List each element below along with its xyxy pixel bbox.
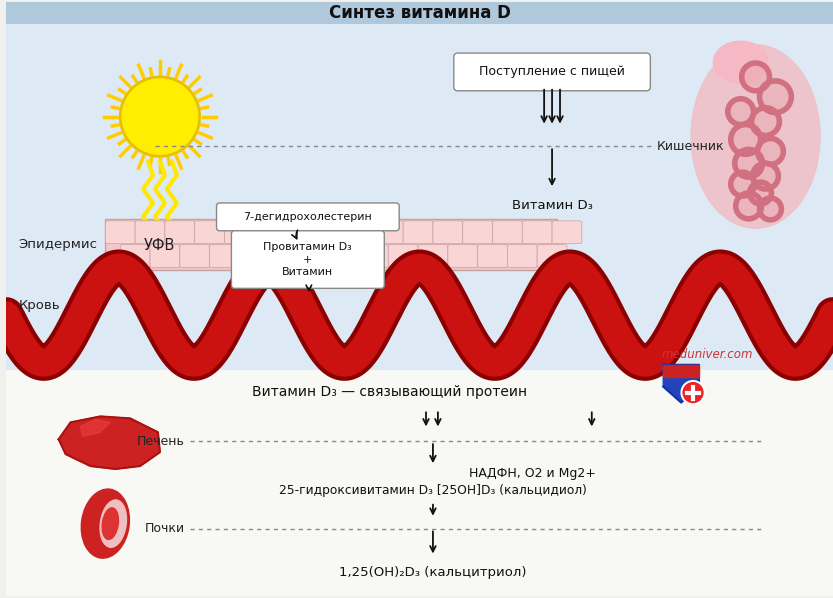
- Circle shape: [750, 182, 771, 204]
- Text: Эпидермис: Эпидермис: [18, 238, 97, 251]
- FancyBboxPatch shape: [358, 245, 388, 267]
- FancyBboxPatch shape: [254, 221, 284, 243]
- Text: 7-дегидрохолестерин: 7-дегидрохолестерин: [243, 212, 372, 222]
- FancyBboxPatch shape: [105, 221, 135, 243]
- Text: 25-гидроксивитамин D₃ [25OH]D₃ (кальцидиол): 25-гидроксивитамин D₃ [25OH]D₃ (кальциди…: [279, 484, 587, 498]
- FancyBboxPatch shape: [105, 219, 557, 270]
- Text: Витамин D₃: Витамин D₃: [511, 199, 592, 212]
- Text: Кишечник: Кишечник: [656, 140, 724, 153]
- FancyBboxPatch shape: [329, 245, 358, 267]
- FancyBboxPatch shape: [224, 221, 254, 243]
- Circle shape: [731, 172, 755, 196]
- Circle shape: [735, 150, 762, 177]
- FancyBboxPatch shape: [433, 221, 462, 243]
- Ellipse shape: [102, 508, 118, 539]
- FancyBboxPatch shape: [537, 245, 567, 267]
- FancyBboxPatch shape: [284, 221, 314, 243]
- Circle shape: [728, 99, 754, 124]
- FancyBboxPatch shape: [232, 231, 384, 288]
- Circle shape: [741, 63, 770, 91]
- FancyBboxPatch shape: [477, 245, 507, 267]
- FancyBboxPatch shape: [217, 203, 399, 231]
- Circle shape: [760, 198, 781, 220]
- Circle shape: [681, 381, 705, 404]
- Text: 1,25(OH)₂D₃ (кальцитриол): 1,25(OH)₂D₃ (кальцитриол): [339, 566, 526, 579]
- Circle shape: [760, 81, 791, 112]
- FancyBboxPatch shape: [507, 245, 537, 267]
- Circle shape: [751, 108, 780, 136]
- Text: Почки: Почки: [145, 522, 185, 535]
- Text: Кровь: Кровь: [19, 299, 61, 312]
- Ellipse shape: [100, 500, 127, 547]
- Polygon shape: [81, 419, 110, 437]
- FancyBboxPatch shape: [120, 245, 150, 267]
- Circle shape: [757, 139, 783, 164]
- FancyBboxPatch shape: [403, 221, 433, 243]
- FancyBboxPatch shape: [180, 245, 210, 267]
- FancyBboxPatch shape: [454, 53, 651, 91]
- Ellipse shape: [691, 45, 821, 228]
- Circle shape: [736, 193, 761, 219]
- Ellipse shape: [713, 41, 768, 83]
- FancyBboxPatch shape: [150, 245, 180, 267]
- FancyBboxPatch shape: [492, 221, 522, 243]
- Text: Печень: Печень: [137, 435, 185, 448]
- FancyBboxPatch shape: [418, 245, 448, 267]
- FancyBboxPatch shape: [522, 221, 552, 243]
- FancyBboxPatch shape: [195, 221, 224, 243]
- FancyBboxPatch shape: [314, 221, 343, 243]
- FancyBboxPatch shape: [373, 221, 403, 243]
- FancyBboxPatch shape: [448, 245, 477, 267]
- FancyBboxPatch shape: [552, 221, 581, 243]
- Text: Провитамин D₃
+
Витамин: Провитамин D₃ + Витамин: [263, 242, 352, 277]
- Text: НАДФН, О2 и Mg2+: НАДФН, О2 и Mg2+: [469, 468, 596, 480]
- FancyBboxPatch shape: [462, 221, 492, 243]
- Polygon shape: [58, 416, 160, 469]
- Circle shape: [120, 77, 200, 156]
- Text: Витамин D₃ — связывающий протеин: Витамин D₃ — связывающий протеин: [252, 385, 527, 399]
- FancyBboxPatch shape: [343, 221, 373, 243]
- FancyBboxPatch shape: [299, 245, 329, 267]
- FancyBboxPatch shape: [6, 2, 833, 25]
- Text: Поступление с пищей: Поступление с пищей: [479, 65, 625, 78]
- FancyBboxPatch shape: [165, 221, 195, 243]
- FancyBboxPatch shape: [388, 245, 418, 267]
- FancyBboxPatch shape: [6, 25, 833, 370]
- Text: УФВ: УФВ: [144, 238, 176, 253]
- Text: meduniver.com: meduniver.com: [661, 349, 753, 361]
- Ellipse shape: [82, 489, 129, 558]
- FancyBboxPatch shape: [6, 370, 833, 596]
- Polygon shape: [663, 365, 699, 377]
- FancyBboxPatch shape: [135, 221, 165, 243]
- Text: Синтез витамина D: Синтез витамина D: [328, 4, 511, 22]
- Polygon shape: [663, 365, 699, 402]
- Circle shape: [683, 383, 703, 402]
- FancyBboxPatch shape: [269, 245, 299, 267]
- Circle shape: [752, 163, 778, 189]
- Circle shape: [731, 124, 761, 154]
- FancyBboxPatch shape: [210, 245, 239, 267]
- FancyBboxPatch shape: [239, 245, 269, 267]
